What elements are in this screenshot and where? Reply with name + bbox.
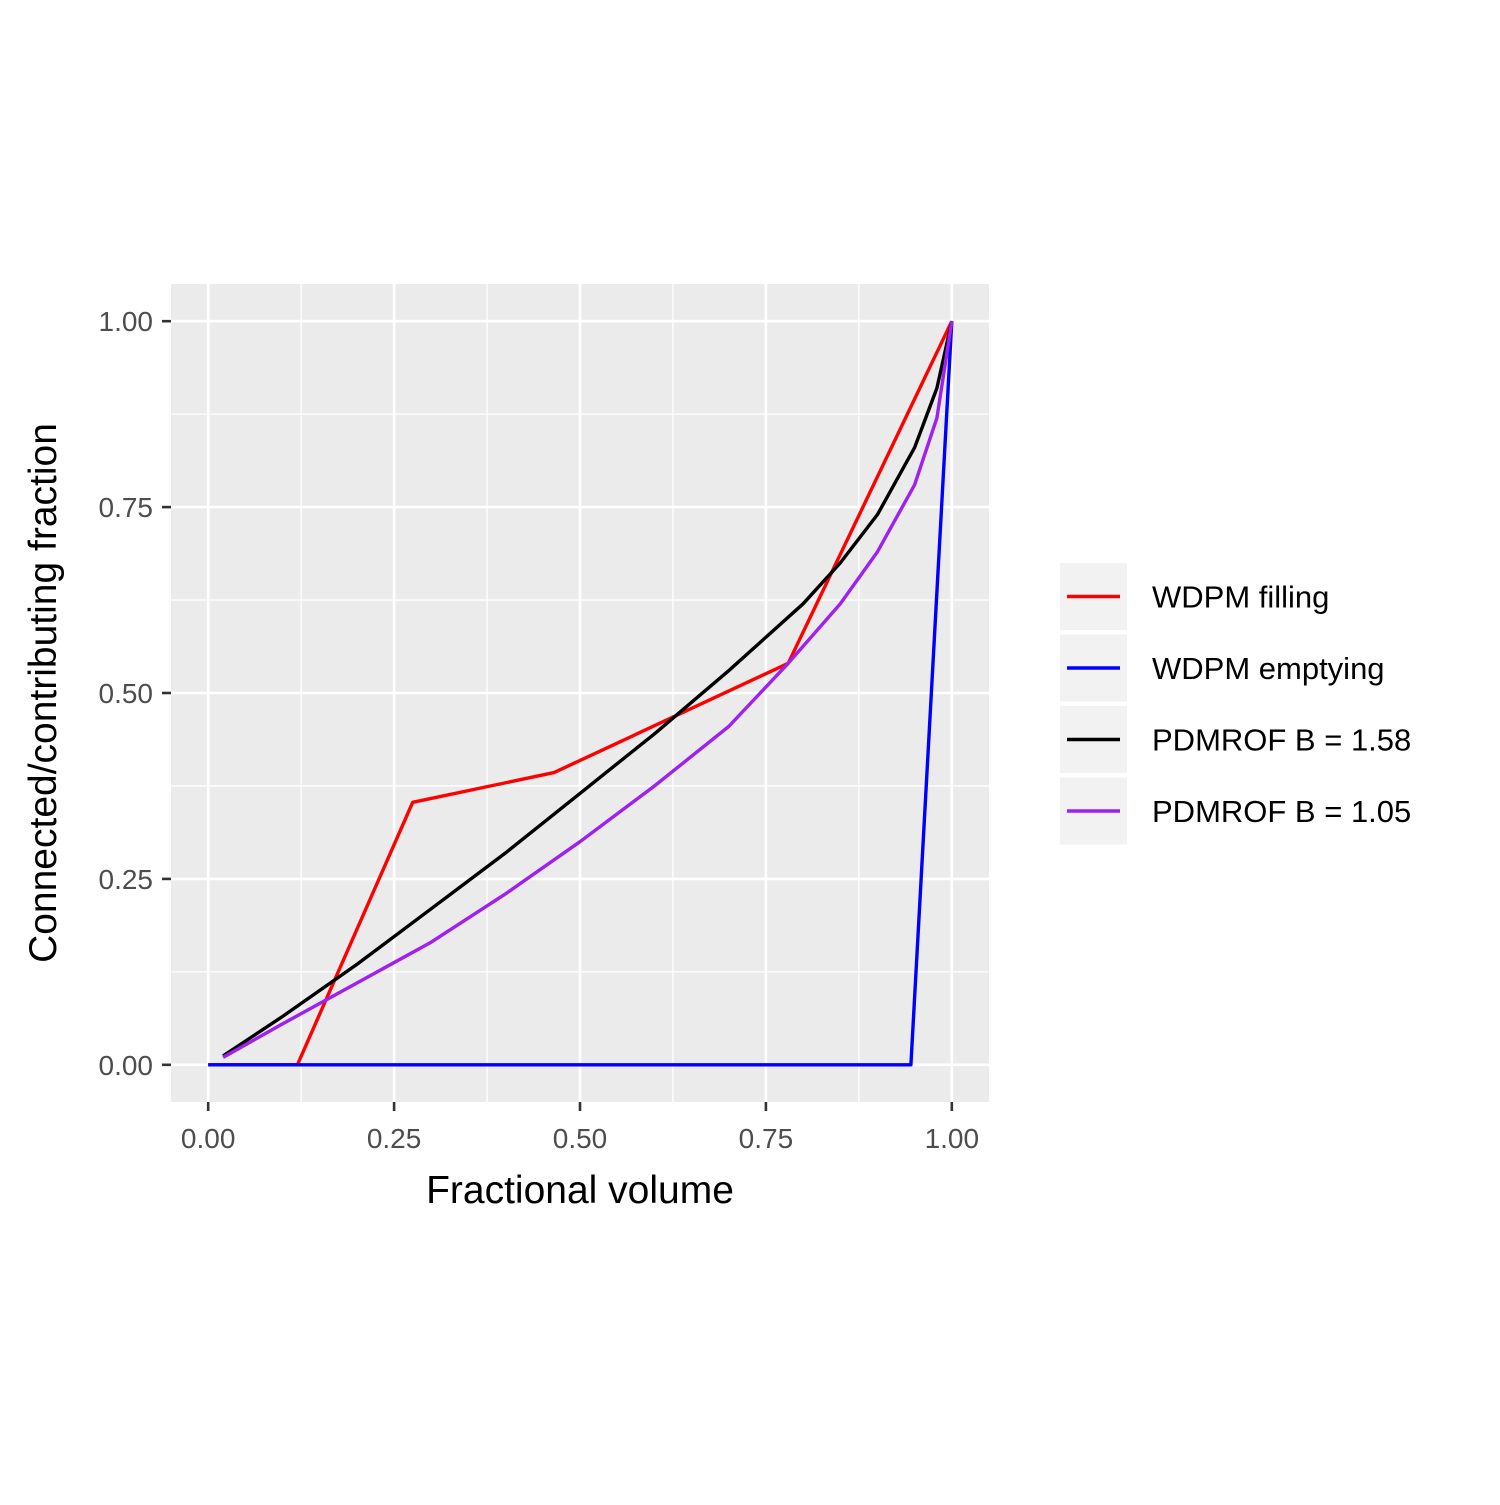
x-tick-label: 0.25 [367,1123,422,1154]
legend-label: WDPM filling [1152,580,1329,615]
x-tick-label: 0.50 [553,1123,608,1154]
series-layer [208,320,954,1067]
y-tick-label: 1.00 [99,306,154,337]
y-tick-label: 0.25 [99,864,154,895]
y-axis-title: Connected/contributing fraction [22,423,65,963]
x-tick-label: 0.00 [181,1123,236,1154]
legend-label: PDMROF B = 1.05 [1152,794,1411,829]
x-tick-label: 1.00 [925,1123,980,1154]
series-line-3 [222,320,954,1058]
series-line-2 [208,321,954,1067]
x-tick-label: 0.75 [739,1123,794,1154]
x-axis-title: Fractional volume [426,1169,734,1212]
y-tick-label: 0.75 [99,492,154,523]
legend-label: PDMROF B = 1.58 [1152,723,1411,758]
y-tick-label: 0.50 [99,678,154,709]
series-line-4 [222,320,954,1059]
x-axis: 0.00 0.25 0.50 0.75 1.00 [181,1102,979,1154]
legend: WDPM filling WDPM emptying PDMROF B = 1.58… [1060,563,1411,845]
y-tick-label: 0.00 [99,1050,154,1081]
legend-label: WDPM emptying [1152,651,1385,686]
y-axis: 0.00 0.25 0.50 0.75 1.00 [99,306,171,1081]
